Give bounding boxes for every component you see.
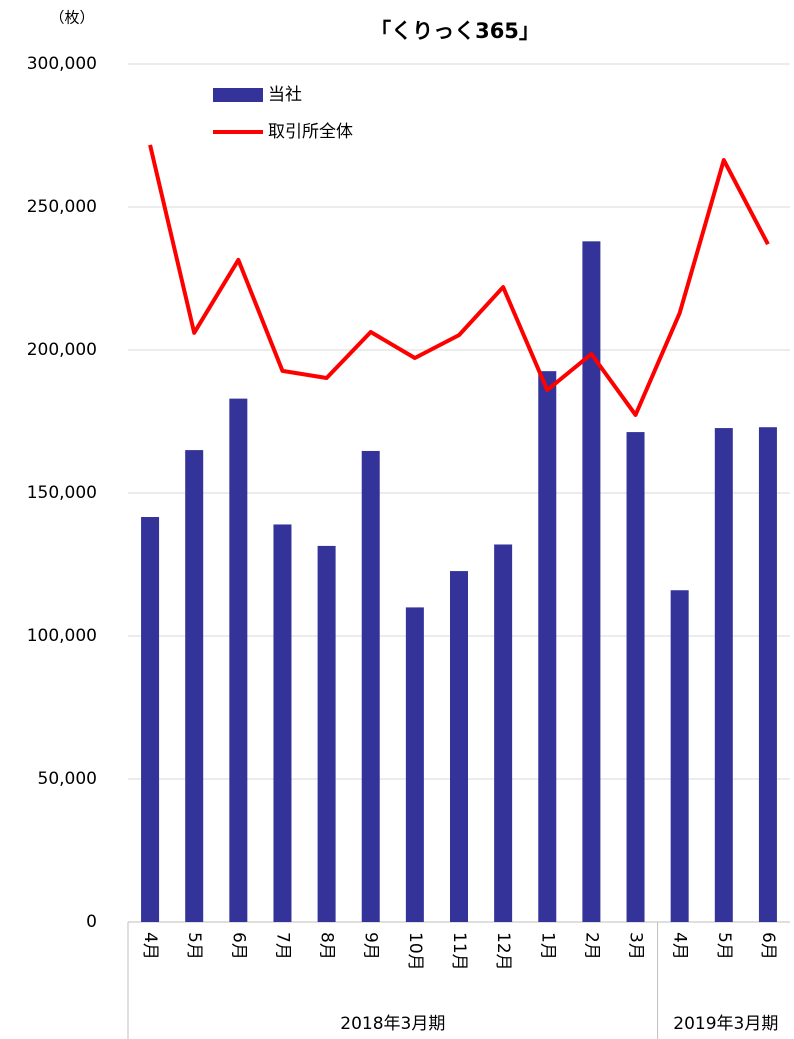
bar	[494, 544, 513, 922]
y-tick-label: 300,000	[27, 54, 97, 74]
bar	[229, 398, 248, 922]
bar	[714, 428, 733, 922]
bar	[626, 432, 645, 922]
bar	[538, 371, 557, 922]
group-label: 2019年3月期	[673, 1014, 778, 1034]
bar	[185, 450, 204, 922]
x-tick-label: 12月	[493, 932, 513, 971]
legend-swatch	[213, 88, 263, 102]
y-tick-label: 250,000	[27, 197, 97, 217]
bar	[758, 427, 777, 922]
bar	[405, 607, 424, 922]
x-tick-label: 4月	[140, 932, 160, 960]
y-tick-label: 0	[86, 912, 97, 932]
x-tick-label: 7月	[272, 932, 292, 960]
legend-label: 当社	[268, 85, 302, 105]
y-tick-label: 200,000	[27, 340, 97, 360]
x-tick-label: 9月	[361, 932, 381, 960]
bar	[582, 241, 601, 922]
x-tick-label: 2月	[581, 932, 601, 960]
x-tick-label: 1月	[537, 932, 557, 960]
bar	[450, 571, 468, 922]
x-tick-label: 6月	[228, 932, 248, 960]
x-tick-label: 10月	[405, 932, 425, 971]
x-tick-label: 11月	[449, 932, 469, 971]
x-tick-label: 6月	[758, 932, 778, 960]
x-tick-label: 3月	[626, 932, 646, 960]
x-tick-label: 8月	[317, 932, 337, 960]
group-label: 2018年3月期	[340, 1014, 445, 1034]
bar	[670, 590, 689, 922]
y-tick-label: 50,000	[38, 769, 97, 789]
y-tick-label: 150,000	[27, 483, 97, 503]
line	[148, 144, 770, 417]
bar	[317, 545, 336, 922]
x-tick-label: 5月	[714, 932, 734, 960]
y-unit: （枚）	[49, 9, 94, 27]
bar	[361, 450, 380, 922]
bar	[273, 524, 292, 922]
legend-label: 取引所全体	[268, 122, 353, 142]
bar	[141, 517, 160, 922]
x-tick-label: 4月	[670, 932, 690, 960]
y-tick-label: 100,000	[27, 626, 97, 646]
x-tick-label: 5月	[184, 932, 204, 960]
chart-title: 「くりっく365」	[370, 19, 540, 43]
